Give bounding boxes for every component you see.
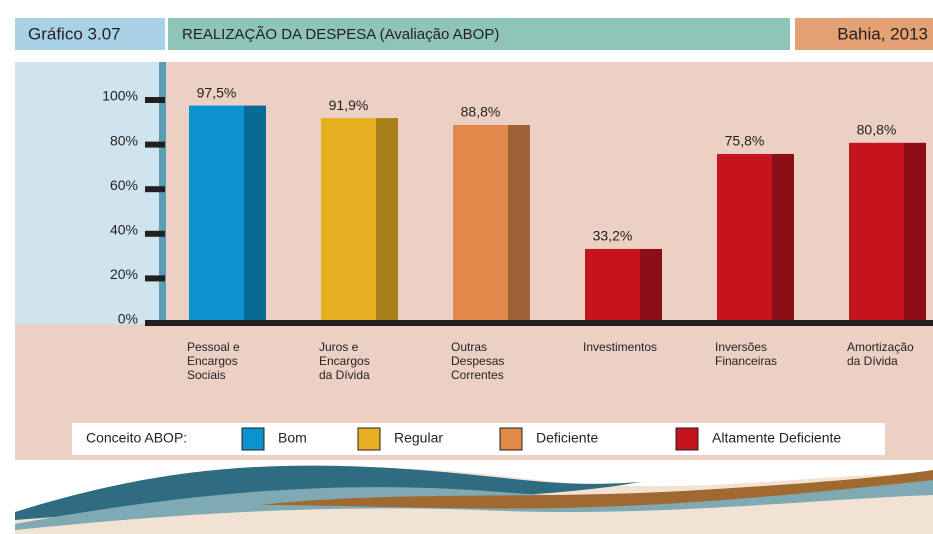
legend-label: Bom [278, 430, 307, 446]
bar-side [244, 106, 266, 323]
value-label: 97,5% [197, 84, 237, 100]
bar [321, 118, 376, 323]
y-tick-label: 40% [110, 222, 138, 238]
bar-side [508, 125, 530, 323]
axis-panel [15, 62, 160, 324]
bar [585, 249, 640, 323]
y-tick-label: 80% [110, 132, 138, 148]
legend-title: Conceito ABOP: [86, 430, 187, 446]
chart-label: Gráfico 3.07 [28, 24, 121, 43]
tick-mark [145, 142, 165, 148]
decoration [15, 466, 933, 534]
chart-title: REALIZAÇÃO DA DESPESA (Avaliação ABOP) [182, 26, 499, 43]
legend-swatch [358, 428, 380, 450]
chart-subtitle: Bahia, 2013 [837, 24, 928, 43]
legend-swatch [242, 428, 264, 450]
tick-mark [145, 186, 165, 192]
bar [189, 106, 244, 323]
bar [453, 125, 508, 323]
value-label: 33,2% [593, 228, 633, 244]
legend-label: Regular [394, 430, 443, 446]
bar [717, 154, 772, 323]
bar-side [376, 118, 398, 323]
bar [849, 143, 904, 323]
chart: Gráfico 3.07 REALIZAÇÃO DA DESPESA (Aval… [0, 0, 933, 534]
value-label: 80,8% [857, 122, 897, 138]
y-tick-label: 60% [110, 177, 138, 193]
y-tick-label: 100% [102, 88, 138, 104]
y-tick-label: 20% [110, 266, 138, 282]
x-tick-label: Investimentos [583, 340, 657, 354]
value-label: 88,8% [461, 104, 501, 120]
legend-label: Deficiente [536, 430, 598, 446]
value-label: 91,9% [329, 97, 369, 113]
tick-mark [145, 97, 165, 103]
value-label: 75,8% [725, 133, 765, 149]
legend-label: Altamente Deficiente [712, 430, 841, 446]
legend-swatch [500, 428, 522, 450]
bar-side [904, 143, 926, 323]
tick-mark [145, 231, 165, 237]
legend-swatch [676, 428, 698, 450]
tick-mark [145, 275, 165, 281]
y-tick-label: 0% [118, 311, 138, 327]
bar-side [640, 249, 662, 323]
x-axis-line [145, 320, 933, 326]
bar-side [772, 154, 794, 323]
